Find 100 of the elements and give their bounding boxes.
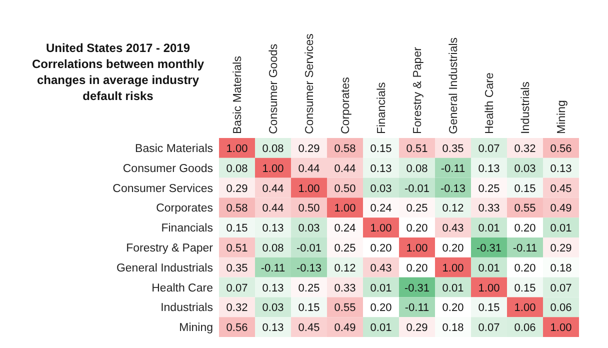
- data-label: 0.43: [442, 222, 464, 235]
- data-label: 0.56: [226, 322, 248, 334]
- data-label: 0.15: [478, 302, 500, 314]
- data-label: 0.15: [514, 182, 536, 195]
- data-label: 0.12: [334, 262, 356, 274]
- data-label: 0.55: [514, 202, 536, 215]
- data-label: 0.45: [550, 182, 572, 195]
- data-label: 1.00: [514, 302, 536, 314]
- data-label: 0.13: [262, 322, 284, 334]
- data-label: 0.49: [550, 202, 572, 215]
- data-label: 0.35: [442, 142, 464, 155]
- data-label: 0.06: [550, 302, 572, 314]
- data-label: 0.01: [478, 222, 500, 235]
- data-label: 0.25: [334, 242, 356, 254]
- x-tick-label: General Industrials: [448, 37, 460, 134]
- data-label: 0.01: [550, 222, 572, 235]
- data-label: 1.00: [262, 162, 284, 175]
- data-label: -0.11: [404, 302, 430, 314]
- text: United States 2017 - 2019 Correlations between monthly changes in average industry default risks: [32, 41, 204, 103]
- data-label: 0.20: [370, 242, 392, 254]
- data-label: 0.29: [406, 322, 428, 334]
- data-label: -0.11: [440, 162, 466, 175]
- data-label: 1.00: [550, 322, 572, 334]
- data-label: 0.44: [334, 162, 356, 175]
- data-label: 0.58: [334, 142, 356, 155]
- data-label: 0.24: [370, 202, 392, 215]
- x-tick-label: Corporates: [340, 76, 352, 134]
- data-label: 0.29: [550, 242, 572, 254]
- data-label: 0.35: [226, 262, 248, 274]
- data-label: 0.08: [406, 162, 428, 175]
- data-label: 0.32: [514, 142, 536, 155]
- data-label: 0.20: [370, 302, 392, 314]
- data-label: 0.45: [298, 322, 320, 334]
- data-label: 0.06: [514, 322, 536, 334]
- data-label: 0.03: [514, 162, 536, 175]
- data-label: -0.13: [296, 262, 322, 274]
- data-label: 0.25: [478, 182, 500, 195]
- data-label: 0.08: [262, 142, 284, 155]
- x-tick-label: Mining: [556, 100, 568, 134]
- y-tick-label: Mining: [179, 322, 213, 334]
- data-label: 0.33: [334, 282, 356, 294]
- data-label: 0.12: [442, 202, 464, 215]
- x-tick-label: Forestry & Paper: [412, 46, 424, 134]
- data-label: 1.00: [226, 142, 248, 155]
- y-tick-label: Forestry & Paper: [126, 242, 214, 254]
- x-tick-label: Financials: [376, 82, 388, 134]
- data-label: 1.00: [406, 242, 428, 254]
- data-label: 0.15: [514, 282, 536, 294]
- data-label: 0.49: [334, 322, 356, 334]
- data-label: -0.11: [512, 242, 538, 254]
- data-label: 0.03: [262, 302, 284, 314]
- data-label: 0.50: [298, 202, 320, 215]
- data-label: 0.51: [226, 242, 248, 254]
- data-label: 1.00: [334, 202, 356, 215]
- data-label: 0.51: [406, 142, 428, 155]
- x-tick-label: Industrials: [520, 81, 532, 134]
- data-label: 1.00: [442, 262, 464, 274]
- data-label: 0.29: [298, 142, 320, 155]
- data-label: -0.13: [440, 182, 466, 195]
- data-label: 0.07: [478, 322, 500, 334]
- data-label: 0.03: [370, 182, 392, 195]
- data-label: 0.56: [550, 142, 572, 155]
- data-label: 0.01: [370, 282, 392, 294]
- data-label: 1.00: [478, 282, 500, 294]
- data-label: 0.20: [406, 262, 428, 274]
- data-label: 0.08: [262, 242, 284, 254]
- data-label: 0.58: [226, 202, 248, 215]
- data-label: 0.43: [370, 262, 392, 274]
- y-tick-label: Basic Materials: [135, 142, 214, 155]
- data-label: 0.24: [334, 222, 356, 235]
- data-label: 0.07: [550, 282, 572, 294]
- data-label: 0.15: [226, 222, 248, 235]
- data-label: 0.13: [478, 162, 500, 175]
- data-label: 0.20: [442, 242, 464, 254]
- data-label: 0.20: [514, 222, 536, 235]
- data-label: 0.01: [478, 262, 500, 274]
- data-label: 0.07: [478, 142, 500, 155]
- data-label: 1.00: [370, 222, 392, 235]
- data-label: -0.31: [476, 242, 502, 254]
- data-label: 0.01: [370, 322, 392, 334]
- data-label: -0.11: [260, 262, 286, 274]
- data-label: 0.18: [442, 322, 464, 334]
- data-label: 0.32: [226, 302, 248, 314]
- y-tick-label: Consumer Services: [112, 182, 214, 195]
- data-label: 0.13: [550, 162, 572, 175]
- y-tick-label: Industrials: [160, 302, 214, 314]
- y-tick-label: Corporates: [156, 202, 214, 215]
- data-label: 0.25: [298, 282, 320, 294]
- y-tick-label: Financials: [161, 222, 214, 235]
- data-label: 0.13: [370, 162, 392, 175]
- x-tick-label: Health Care: [484, 72, 496, 134]
- data-label: 0.20: [406, 222, 428, 235]
- data-label: 1.00: [298, 182, 320, 195]
- x-tick-label: Consumer Services: [304, 33, 316, 134]
- data-label: 0.03: [298, 222, 320, 235]
- data-label: 0.33: [478, 202, 500, 215]
- data-label: 0.13: [262, 282, 284, 294]
- data-label: 0.13: [262, 222, 284, 235]
- data-label: -0.01: [296, 242, 322, 254]
- data-label: -0.01: [404, 182, 430, 195]
